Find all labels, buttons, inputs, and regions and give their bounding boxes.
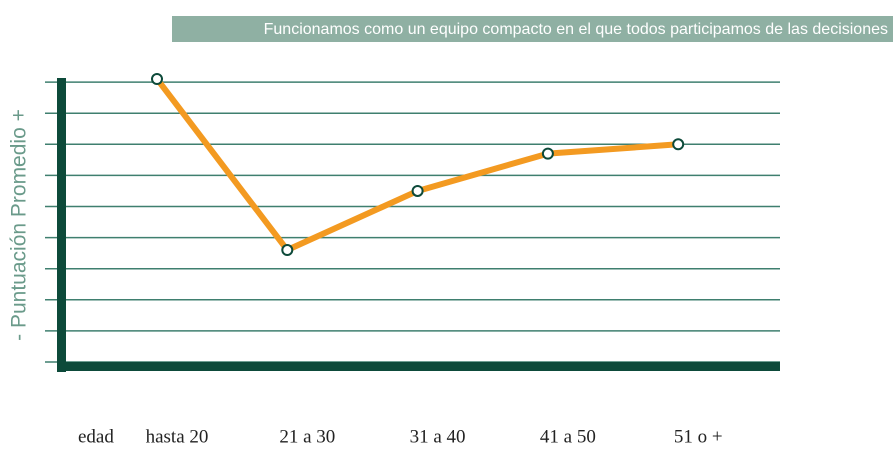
x-tick-label: hasta 20 [146, 426, 209, 447]
x-tick-label: 31 a 40 [410, 426, 466, 447]
x-axis-label: edad [78, 426, 114, 447]
y-axis-label: - Puntuación Promedio + [8, 109, 31, 341]
data-point [541, 147, 554, 160]
x-tick-label: 51 o + [674, 426, 723, 447]
y-axis [57, 78, 66, 372]
data-point [281, 244, 294, 257]
data-point [151, 72, 163, 85]
title-banner [172, 16, 893, 42]
x-axis [57, 362, 780, 371]
data-point [672, 138, 685, 151]
data-line [154, 77, 679, 254]
chart-title: Funcionamos como un equipo compacto en e… [264, 21, 888, 38]
x-tick-label: 21 a 30 [279, 426, 335, 447]
data-point [411, 184, 424, 197]
x-tick-label: 41 a 50 [540, 426, 596, 447]
